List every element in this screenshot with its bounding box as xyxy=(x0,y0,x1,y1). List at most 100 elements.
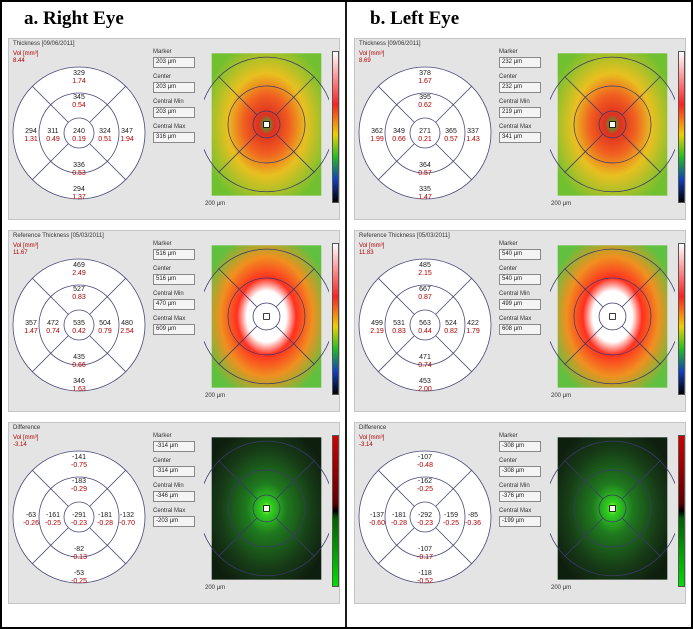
sector-thickness: 329 xyxy=(73,70,85,77)
measurement-label: Central Max xyxy=(153,508,186,514)
right-eye-title: a. Right Eye xyxy=(24,8,124,29)
etdrs-grid: 4852.156670.874992.195310.835630.445240.… xyxy=(358,258,492,393)
measurement-value: 609 µm xyxy=(153,324,195,335)
sector-thickness: -292 xyxy=(418,512,432,519)
sector-thickness: -63 xyxy=(26,512,36,519)
sector-volume: 0.19 xyxy=(72,136,86,143)
sector-volume: 2.15 xyxy=(418,270,432,277)
thickness-map xyxy=(550,437,675,580)
color-scale xyxy=(332,51,339,203)
measurement-label: Central Min xyxy=(499,99,530,105)
sector-thickness: -161 xyxy=(46,512,60,519)
sector-volume: -0.25 xyxy=(45,520,61,527)
color-scale xyxy=(332,435,339,587)
sector-volume: -0.75 xyxy=(71,462,87,469)
measurement-label: Marker xyxy=(153,241,172,247)
measurement-label: Center xyxy=(153,266,172,272)
sector-volume: 0.87 xyxy=(418,294,432,301)
sector-thickness: 362 xyxy=(371,128,383,135)
panel-title: Reference Thickness [05/03/2011] xyxy=(13,233,104,239)
sector-volume: 0.62 xyxy=(418,102,432,109)
sector-thickness: -132 xyxy=(120,512,134,519)
sector-volume: -0.25 xyxy=(71,578,87,585)
sector-volume: -0.25 xyxy=(417,486,433,493)
measurement-value: 516 µm xyxy=(153,249,195,260)
oct-panel: Thickness [09/06/2011] Vol [mm³] 8.44 329 1.… xyxy=(8,38,340,220)
sector-thickness: -118 xyxy=(418,570,432,577)
sector-volume: 0.21 xyxy=(418,136,432,143)
measurement-value: -314 µm xyxy=(153,441,195,452)
sector-thickness: 294 xyxy=(73,186,85,193)
column-divider xyxy=(345,2,347,627)
panel-title: Difference xyxy=(13,425,41,431)
sector-volume: -0.36 xyxy=(465,520,481,527)
measurement-label: Central Max xyxy=(499,316,532,322)
sector-volume: 0.66 xyxy=(392,136,406,143)
measurement-label: Central Min xyxy=(153,291,184,297)
measurement-value: 203 µm xyxy=(153,107,195,118)
sector-volume: -0.13 xyxy=(71,554,87,561)
sector-volume: 1.74 xyxy=(72,78,86,85)
sector-volume: 0.82 xyxy=(444,328,458,335)
sector-volume: 1.47 xyxy=(24,328,38,335)
thickness-map xyxy=(204,53,329,196)
sector-thickness: 469 xyxy=(73,262,85,269)
volume-value: 8.69 xyxy=(359,58,371,64)
measurement-label: Marker xyxy=(153,433,172,439)
scale-bar-label: 200 µm xyxy=(551,201,572,207)
sector-thickness: -162 xyxy=(418,478,432,485)
sector-volume: 1.47 xyxy=(418,194,432,201)
measurement-value: 516 µm xyxy=(153,274,195,285)
measurement-value: 203 µm xyxy=(153,57,195,68)
right-eye-column: a. Right Eye Thickness [09/06/2011] Vol [… xyxy=(2,2,342,627)
sector-thickness: 524 xyxy=(445,320,457,327)
volume-readout: Vol [mm³] -3.14 xyxy=(359,435,384,449)
panel-title: Reference Thickness [05/03/2011] xyxy=(359,233,450,239)
measurement-value: -308 µm xyxy=(499,466,541,477)
measurement-label: Center xyxy=(153,74,172,80)
color-scale xyxy=(332,243,339,395)
measurement-label: Central Min xyxy=(153,483,184,489)
etdrs-grid: 3291.743450.542941.313110.492400.193240.… xyxy=(12,66,146,201)
color-scale xyxy=(678,435,685,587)
sector-thickness: 347 xyxy=(121,128,133,135)
scale-bar-label: 200 µm xyxy=(551,393,572,399)
etdrs-grid: 3781.673950.623621.993490.662710.213650.… xyxy=(358,66,492,201)
volume-value: -3.14 xyxy=(359,442,373,448)
sector-thickness: -53 xyxy=(74,570,84,577)
volume-label: Vol [mm³] xyxy=(359,51,385,57)
volume-label: Vol [mm³] xyxy=(359,243,385,249)
panel-title: Thickness [09/06/2011] xyxy=(13,41,75,47)
measurement-value: 499 µm xyxy=(499,299,541,310)
scale-bar-label: 200 µm xyxy=(205,585,226,591)
measurement-label: Center xyxy=(499,458,518,464)
sector-volume: -0.60 xyxy=(369,520,385,527)
oct-panel: Thickness [09/06/2011] Vol [mm³] 8.69 378 1.… xyxy=(354,38,686,220)
measurement-value: -376 µm xyxy=(499,491,541,502)
sector-volume: 1.63 xyxy=(72,386,86,393)
volume-readout: Vol [mm³] 8.44 xyxy=(13,51,38,65)
color-scale xyxy=(678,243,685,395)
sector-thickness: 364 xyxy=(419,162,431,169)
measurement-label: Central Max xyxy=(499,124,532,130)
sector-thickness: -107 xyxy=(418,546,432,553)
sector-thickness: 472 xyxy=(47,320,59,327)
measurement-value: -314 µm xyxy=(153,466,195,477)
measurement-label: Center xyxy=(153,458,172,464)
sector-thickness: 480 xyxy=(121,320,133,327)
sector-thickness: 324 xyxy=(99,128,111,135)
measurement-label: Marker xyxy=(499,433,518,439)
sector-volume: 0.79 xyxy=(98,328,112,335)
sector-volume: 0.54 xyxy=(72,102,86,109)
sector-volume: 0.42 xyxy=(72,328,86,335)
sector-thickness: 378 xyxy=(419,70,431,77)
volume-value: 11.67 xyxy=(13,250,28,256)
measurement-value: -203 µm xyxy=(153,516,195,527)
thickness-map xyxy=(550,53,675,196)
volume-readout: Vol [mm³] 11.67 xyxy=(13,243,38,257)
sector-volume: -0.17 xyxy=(417,554,433,561)
measurement-label: Central Min xyxy=(153,99,184,105)
etdrs-grid: -107-0.48-162-0.25-137-0.60-181-0.28-292… xyxy=(358,450,492,585)
sector-volume: 0.66 xyxy=(72,362,86,369)
etdrs-grid: 4692.495270.833571.474720.745350.425040.… xyxy=(12,258,146,393)
